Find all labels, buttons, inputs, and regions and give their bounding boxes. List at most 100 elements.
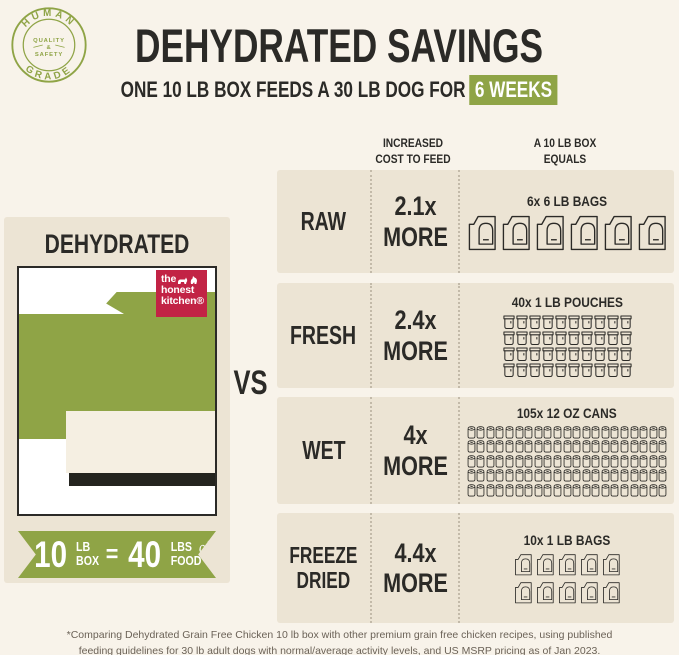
row-label: FRESH xyxy=(290,320,357,351)
row-label-cell: FRESH xyxy=(277,283,370,388)
can-icon xyxy=(611,454,619,467)
more-label: MORE xyxy=(382,221,448,252)
can-icon xyxy=(515,483,523,496)
can-icon xyxy=(476,425,485,438)
can-icon xyxy=(505,483,514,496)
can-icon xyxy=(563,454,571,467)
pouch-icon xyxy=(528,315,541,329)
can-icon xyxy=(543,469,552,482)
can-icon xyxy=(505,454,514,467)
can-icon xyxy=(630,440,639,453)
pouch-icon xyxy=(541,347,554,361)
can-icon xyxy=(572,483,581,496)
can-icons-grid xyxy=(467,425,668,497)
can-icon xyxy=(649,440,658,453)
pouch-icon xyxy=(541,331,554,345)
pouch-icon xyxy=(541,363,554,377)
cost-multiplier: 2.1x xyxy=(393,191,437,222)
can-icon xyxy=(582,440,591,453)
can-icon xyxy=(659,440,667,453)
can-icon xyxy=(611,425,619,438)
subtitle: ONE 10 LB BOX FEEDS A 30 LB DOG FOR 6 WEE… xyxy=(121,75,558,105)
can-icon xyxy=(543,454,552,467)
can-icon xyxy=(582,454,591,467)
can-icon xyxy=(476,440,485,453)
pouch-icon xyxy=(567,315,580,329)
pouch-icon xyxy=(515,363,528,377)
honest-kitchen-logo: the honest kitchen® xyxy=(156,270,207,317)
row-label-cell: WET xyxy=(277,397,370,504)
header: DEHYDRATED SAVINGS ONE 10 LB BOX FEEDS A… xyxy=(0,22,679,105)
pouch-icon xyxy=(593,347,606,361)
can-icon xyxy=(591,483,600,496)
can-icon xyxy=(486,483,495,496)
bag-icon xyxy=(536,215,564,250)
can-icon xyxy=(467,469,475,482)
row-label-cell: FREEZE DRIED xyxy=(277,513,370,623)
cat-dog-silhouettes-icon xyxy=(178,275,198,284)
row-cost-cell: 4.4x MORE xyxy=(370,513,458,623)
can-icon xyxy=(572,425,581,438)
can-icon xyxy=(515,440,523,453)
can-icon xyxy=(543,440,552,453)
can-icon xyxy=(639,425,648,438)
row-cost-cell: 2.1x MORE xyxy=(370,170,458,273)
pouch-icon xyxy=(580,331,593,345)
pouch-icon xyxy=(515,347,528,361)
can-icon xyxy=(486,425,495,438)
bag-icon xyxy=(580,554,598,576)
items-label: 6x 6 LB BAGS xyxy=(526,192,608,209)
can-icon xyxy=(486,469,495,482)
ribbon-food: FOOD xyxy=(170,553,202,568)
bag-icon xyxy=(536,554,554,576)
row-freeze-dried: FREEZE DRIED 4.4x MORE 10x 1 LB BAGS xyxy=(277,513,674,623)
pouch-icon xyxy=(580,363,593,377)
bag-icon xyxy=(604,215,632,250)
can-icon xyxy=(572,454,581,467)
pouch-icon xyxy=(528,347,541,361)
can-icon xyxy=(515,425,523,438)
can-icon xyxy=(524,483,533,496)
bag-icon xyxy=(602,554,620,576)
bag-icon xyxy=(638,215,666,250)
row-cost-cell: 2.4x MORE xyxy=(370,283,458,388)
can-icon xyxy=(515,469,523,482)
can-icon xyxy=(553,440,562,453)
can-icon xyxy=(630,483,639,496)
can-icon xyxy=(639,483,648,496)
can-icon xyxy=(524,469,533,482)
items-label: 40x 1 LB POUCHES xyxy=(511,293,623,310)
can-icon xyxy=(553,425,562,438)
can-icon xyxy=(553,454,562,467)
cost-multiplier: 2.4x xyxy=(393,305,437,336)
logo-line1: the xyxy=(161,273,177,285)
can-icon xyxy=(601,469,610,482)
pouch-icon xyxy=(502,315,515,329)
pouch-icon xyxy=(567,331,580,345)
bag-icon xyxy=(514,554,532,576)
column-header-equals: A 10 LB BOX EQUALS xyxy=(533,136,597,166)
bag-icon xyxy=(558,582,576,604)
row-label-cell: RAW xyxy=(277,170,370,273)
ribbon-box: BOX xyxy=(76,553,100,568)
column-header-cost: INCREASED COST TO FEED xyxy=(375,136,451,166)
can-icon xyxy=(467,483,475,496)
can-icon xyxy=(543,425,552,438)
pouch-icon xyxy=(541,315,554,329)
can-icon xyxy=(630,425,639,438)
pouch-icon xyxy=(606,331,619,345)
can-icon xyxy=(659,454,667,467)
can-icon xyxy=(649,469,658,482)
can-icon xyxy=(543,483,552,496)
can-icon xyxy=(582,425,591,438)
box-black-bar xyxy=(69,473,215,486)
logo-line3: kitchen® xyxy=(161,294,204,307)
product-box-illustration: the honest kitchen® xyxy=(17,266,217,516)
can-icon xyxy=(495,440,504,453)
pouch-icon xyxy=(593,331,606,345)
can-icon xyxy=(505,425,514,438)
row-label: FREEZE DRIED xyxy=(289,542,358,593)
pouch-icon xyxy=(515,331,528,345)
pouch-icon xyxy=(619,347,632,361)
bag-icon xyxy=(514,582,532,604)
